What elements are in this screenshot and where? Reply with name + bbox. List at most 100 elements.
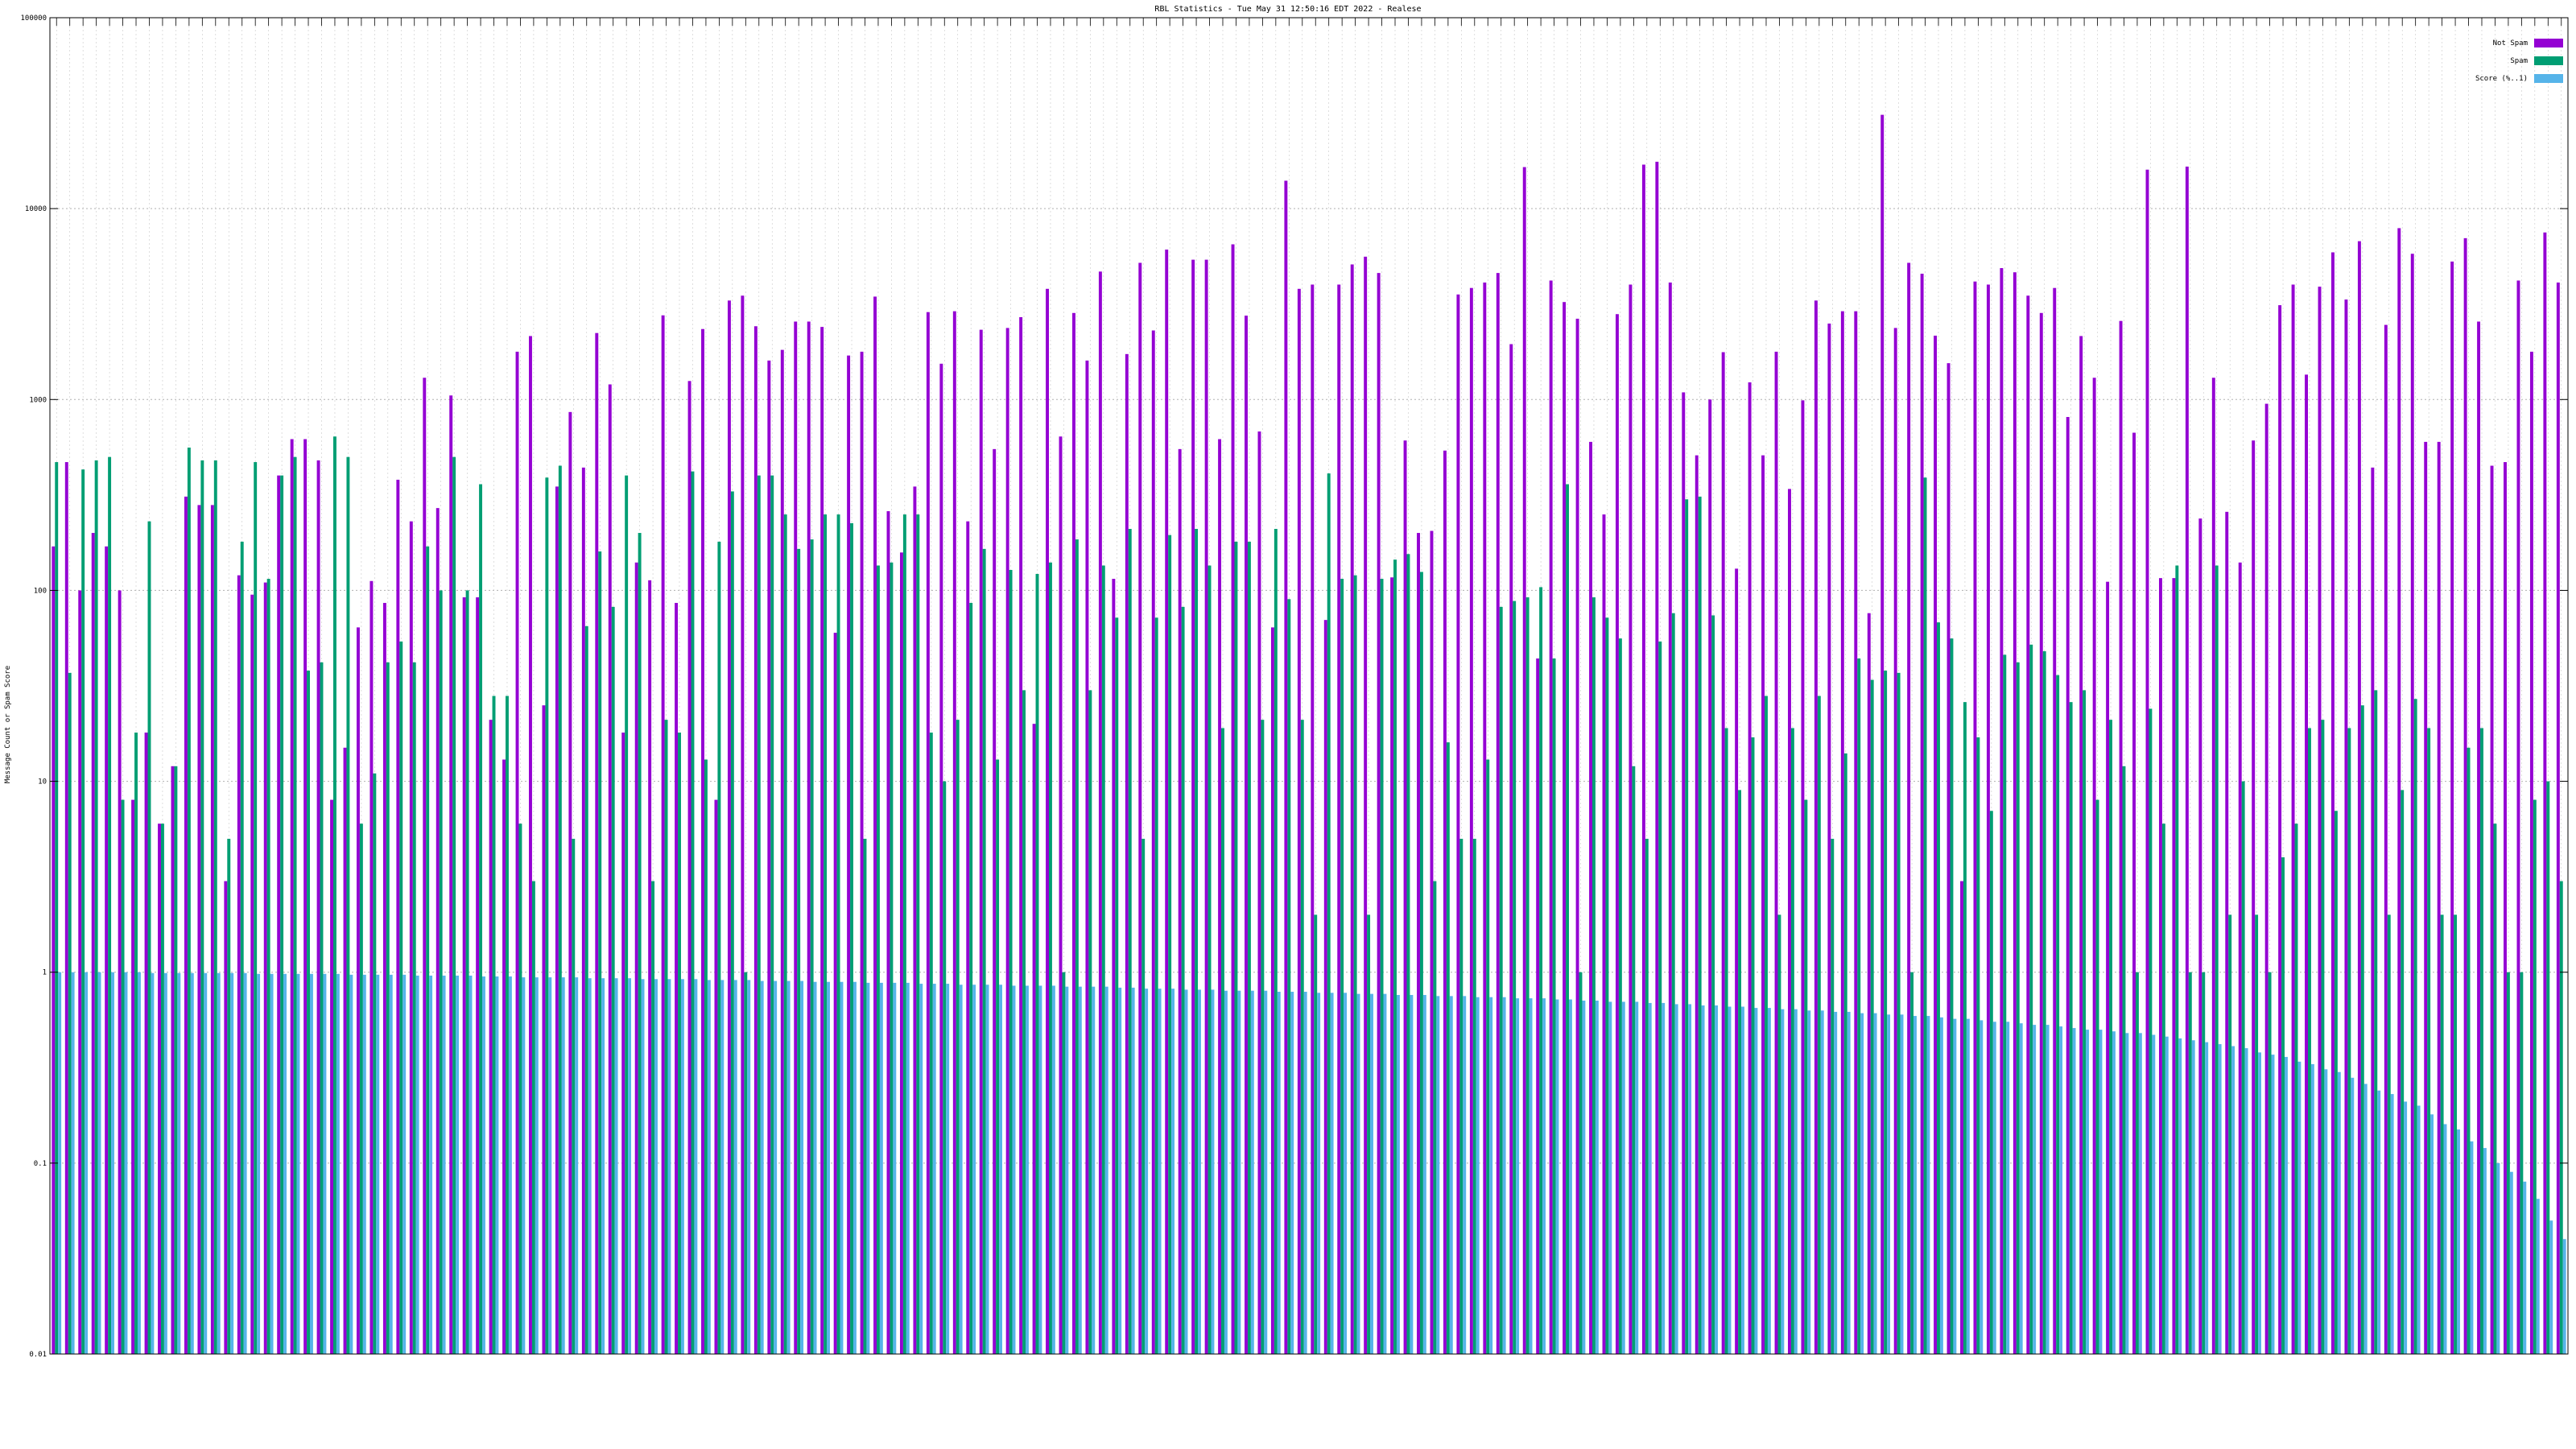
- bar-not-spam: [1549, 280, 1553, 1355]
- bar-spam: [1525, 597, 1530, 1354]
- bar-spam: [1075, 539, 1079, 1354]
- bar-spam: [2493, 824, 2497, 1354]
- legend: Not Spam Spam Score (%..1): [2475, 39, 2563, 83]
- bar-score: [1171, 989, 1175, 1354]
- bar-not-spam: [1973, 281, 1977, 1355]
- bar-spam: [346, 456, 350, 1354]
- bar-spam: [1168, 535, 1172, 1354]
- bar-score: [628, 978, 632, 1354]
- bar-not-spam: [64, 462, 68, 1354]
- bar-not-spam: [78, 590, 82, 1354]
- bar-score: [163, 972, 167, 1354]
- bar-score: [1662, 1002, 1666, 1354]
- bar-spam: [2095, 799, 2099, 1354]
- bar-score: [309, 973, 313, 1354]
- bar-score: [2152, 1034, 2156, 1354]
- bar-spam: [2533, 799, 2537, 1354]
- bar-spam: [1035, 573, 1039, 1354]
- bar-score: [2470, 1141, 2474, 1354]
- bar-spam: [929, 733, 933, 1354]
- bar-not-spam: [1191, 259, 1195, 1354]
- bar-not-spam: [158, 824, 161, 1354]
- bar-score: [1542, 998, 1546, 1354]
- bar-score: [456, 975, 460, 1354]
- bar-not-spam: [899, 552, 903, 1354]
- bar-score: [2019, 1023, 2023, 1354]
- y-tick-label: 0.1: [34, 1160, 47, 1168]
- bar-score: [959, 985, 963, 1354]
- bar-spam: [2122, 766, 2126, 1354]
- plot-frame: [49, 17, 2569, 1355]
- bar-score: [1264, 990, 1268, 1354]
- bar-score: [1834, 1011, 1838, 1354]
- bar-spam: [717, 541, 721, 1354]
- bar-spam: [1831, 838, 1835, 1354]
- bar-spam: [1062, 972, 1066, 1354]
- bar-not-spam: [1616, 314, 1619, 1355]
- bar-not-spam: [727, 300, 731, 1354]
- bar-not-spam: [1946, 363, 1951, 1354]
- bar-not-spam: [1483, 282, 1487, 1355]
- bar-not-spam: [2477, 321, 2481, 1355]
- bar-score: [1118, 987, 1122, 1354]
- bar-not-spam: [1880, 114, 1885, 1355]
- bar-not-spam: [1323, 620, 1327, 1354]
- bar-score: [2059, 1026, 2063, 1354]
- bar-not-spam: [237, 575, 241, 1354]
- bar-not-spam: [2344, 299, 2348, 1354]
- bar-spam: [2559, 881, 2563, 1354]
- bar-not-spam: [1840, 311, 1844, 1354]
- bar-not-spam: [2264, 403, 2268, 1355]
- bar-spam: [1221, 728, 1224, 1354]
- bar-spam: [359, 824, 363, 1354]
- bar-not-spam: [2504, 462, 2507, 1354]
- bar-spam: [1579, 972, 1583, 1354]
- bar-spam: [797, 548, 801, 1354]
- bar-not-spam: [741, 295, 745, 1354]
- bar-not-spam: [1814, 300, 1818, 1354]
- y-tick-label: 10: [38, 778, 47, 786]
- bar-spam: [572, 838, 576, 1354]
- bar-spam: [744, 972, 748, 1354]
- bar-not-spam: [462, 597, 466, 1354]
- bar-score: [575, 977, 579, 1354]
- bar-spam: [1009, 570, 1013, 1354]
- bar-score: [2006, 1022, 2010, 1354]
- bar-not-spam: [2053, 287, 2057, 1355]
- bar-spam: [863, 838, 867, 1354]
- bar-spam: [1870, 679, 1874, 1354]
- bar-score: [1277, 991, 1281, 1354]
- bar-score: [469, 975, 473, 1354]
- bar-not-spam: [1682, 392, 1686, 1354]
- bar-not-spam: [634, 562, 638, 1354]
- bar-not-spam: [1072, 312, 1075, 1354]
- bar-not-spam: [687, 381, 691, 1354]
- bar-score: [1158, 989, 1162, 1354]
- bars-layer: [52, 114, 2566, 1355]
- bar-spam: [1645, 838, 1649, 1354]
- bar-not-spam: [131, 799, 135, 1354]
- bar-not-spam: [648, 580, 652, 1354]
- bar-score: [2125, 1033, 2129, 1354]
- legend-swatch: [2534, 39, 2563, 47]
- bar-not-spam: [2039, 312, 2043, 1354]
- bar-not-spam: [1112, 579, 1116, 1354]
- bar-not-spam: [476, 597, 480, 1354]
- bar-score: [1370, 993, 1373, 1354]
- bar-spam: [266, 579, 270, 1354]
- bar-spam: [2546, 781, 2550, 1354]
- bar-score: [1290, 991, 1294, 1354]
- bar-not-spam: [1509, 344, 1513, 1354]
- bar-not-spam: [2252, 440, 2256, 1354]
- bar-spam: [1472, 838, 1476, 1354]
- bar-score: [2324, 1069, 2328, 1354]
- bar-score: [362, 974, 366, 1354]
- y-axis-label: Message Count or Spam Score: [4, 666, 12, 783]
- bar-score: [2523, 1181, 2527, 1354]
- bar-score: [2271, 1055, 2275, 1354]
- bar-score: [230, 972, 234, 1354]
- bar-score: [415, 975, 419, 1354]
- bar-score: [2457, 1129, 2460, 1354]
- bar-spam: [1141, 838, 1146, 1354]
